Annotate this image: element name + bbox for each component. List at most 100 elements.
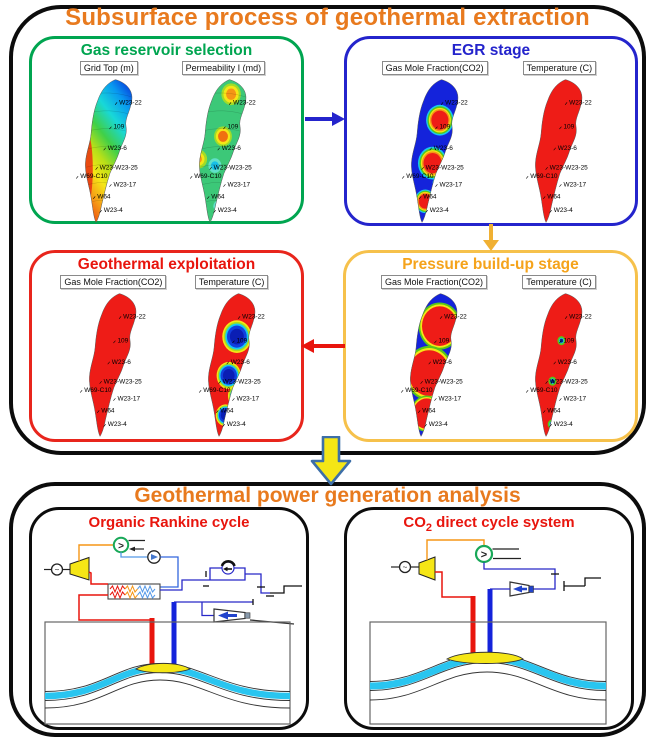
svg-text:W23-17: W23-17 <box>563 395 586 402</box>
svg-text:W23-22: W23-22 <box>123 313 146 320</box>
svg-text:W23-17: W23-17 <box>113 181 136 188</box>
heat-exchanger-icon <box>107 583 161 600</box>
reservoir-map: W23-22 109 W23-6 W23-W23-25 W69-C10 W23-17 W64… <box>72 292 154 438</box>
svg-text:W23-17: W23-17 <box>236 395 259 402</box>
svg-text:W23-W23-25: W23-W23-25 <box>214 164 253 171</box>
map-label: Grid Top (m) <box>79 61 138 75</box>
svg-text:W23-6: W23-6 <box>222 145 241 152</box>
svg-text:W23-22: W23-22 <box>569 99 592 106</box>
svg-text:W23-6: W23-6 <box>230 359 249 366</box>
svg-text:~: ~ <box>55 566 60 575</box>
panel-title: EGR stage <box>451 42 531 59</box>
map-co2-fraction: Gas Mole Fraction(CO2) W23-22 109 W23-6 W23… <box>380 275 488 438</box>
panel-egr-stage: EGR stage Gas Mole Fraction(CO2) W23-22 1… <box>344 36 638 226</box>
svg-text:W23-22: W23-22 <box>445 99 468 106</box>
svg-text:W23-W23-25: W23-W23-25 <box>222 378 261 385</box>
motor-valve-icon <box>203 560 236 587</box>
svg-text:W23-W23-25: W23-W23-25 <box>550 378 589 385</box>
expander-icon <box>213 608 295 625</box>
svg-text:W23-W23-25: W23-W23-25 <box>100 164 139 171</box>
hot-vapor-pipe <box>426 539 485 560</box>
svg-text:W23-6: W23-6 <box>108 145 127 152</box>
svg-text:W23-6: W23-6 <box>558 145 577 152</box>
svg-text:W23-4: W23-4 <box>226 421 245 428</box>
reservoir-map: W23-22 109 W23-6 W23-W23-25 W69-C10 W23-17 W64… <box>393 292 475 438</box>
panel-title: Pressure build-up stage <box>402 256 579 273</box>
svg-text:W23-17: W23-17 <box>438 395 461 402</box>
svg-text:W23-17: W23-17 <box>228 181 251 188</box>
panel-organic-rankine-cycle: Organic Rankine cycle ~ > <box>29 507 309 730</box>
svg-text:W69-C10: W69-C10 <box>406 173 434 180</box>
co2-cycle-diagram: ~ > <box>369 539 607 725</box>
svg-text:W23-6: W23-6 <box>558 359 577 366</box>
svg-text:W69-C10: W69-C10 <box>203 387 231 394</box>
orc-cycle-diagram: ~ > <box>44 536 302 725</box>
svg-text:W64: W64 <box>212 193 226 200</box>
panel-title: CO2 direct cycle system <box>403 514 575 534</box>
map-label: Gas Mole Fraction(CO2) <box>380 275 488 289</box>
panel-gas-reservoir-selection: Gas reservoir selection Grid Top (m) W23… <box>29 36 304 224</box>
svg-text:W23-4: W23-4 <box>429 421 448 428</box>
svg-text:109: 109 <box>439 124 450 131</box>
svg-text:109: 109 <box>563 338 574 345</box>
map-co2-fraction: Gas Mole Fraction(CO2) W23-22 109 W23-6 W23… <box>381 61 488 224</box>
reservoir-map: W23-22 109 W23-6 W23-W23-25 W69-C10 W23-17 W64… <box>191 292 273 438</box>
turbine-icon <box>69 556 90 581</box>
map-label: Temperature (C) <box>522 275 596 289</box>
map-label: Permeability I (md) <box>181 61 266 75</box>
arrow-left-icon <box>301 339 345 353</box>
gas-cap <box>445 651 524 664</box>
svg-text:W23-4: W23-4 <box>104 207 123 214</box>
condenser-icon: > <box>112 536 145 554</box>
gas-cap <box>135 662 191 674</box>
panel-pressure-buildup-stage: Pressure build-up stage Gas Mole Fractio… <box>343 250 638 442</box>
svg-text:W23-4: W23-4 <box>218 207 237 214</box>
svg-text:W23-22: W23-22 <box>119 99 142 106</box>
secondary-loop <box>160 567 270 617</box>
ground-cross-section <box>44 621 291 725</box>
svg-text:W23-22: W23-22 <box>569 313 592 320</box>
svg-text:W23-17: W23-17 <box>118 395 141 402</box>
svg-text:W23-4: W23-4 <box>429 207 448 214</box>
arrow-right-icon <box>305 112 345 126</box>
svg-text:>: > <box>118 541 124 552</box>
svg-text:W69-C10: W69-C10 <box>80 173 108 180</box>
reservoir-map: W23-22 109 W23-6 W23-W23-25 W69-C10 W23-17 W64… <box>394 78 476 224</box>
svg-text:W23-4: W23-4 <box>108 421 127 428</box>
map-label: Temperature (C) <box>522 61 597 75</box>
svg-text:W23-4: W23-4 <box>554 421 573 428</box>
svg-text:W23-22: W23-22 <box>242 313 265 320</box>
svg-text:~: ~ <box>403 563 408 572</box>
svg-text:W64: W64 <box>97 193 111 200</box>
cold-pipe <box>483 562 559 590</box>
svg-text:W64: W64 <box>422 407 436 414</box>
hot-vapor-pipe <box>78 544 114 561</box>
svg-text:109: 109 <box>236 338 247 345</box>
reservoir-map: W23-22 109 W23-6 W23-W23-25 W69-C10 W23-17 W64… <box>518 292 600 438</box>
valve-icon <box>252 585 302 605</box>
svg-text:W64: W64 <box>423 193 437 200</box>
reservoir-map: W23-22 109 W23-6 W23-W23-25 W69-C10 W23-17 W64… <box>68 78 150 224</box>
big-arrow-down-icon <box>310 436 352 486</box>
panel-title: Gas reservoir selection <box>80 42 253 59</box>
main-title: Subsurface process of geothermal extract… <box>65 4 590 31</box>
panel-co2-direct-cycle: CO2 direct cycle system ~ > <box>344 507 634 730</box>
map-temperature: Temperature (C) W23-22 109 W23-6 W23-W23-25… <box>191 275 273 438</box>
svg-text:W69-C10: W69-C10 <box>530 387 558 394</box>
svg-text:W64: W64 <box>220 407 234 414</box>
svg-text:W23-W23-25: W23-W23-25 <box>550 164 589 171</box>
svg-text:W23-W23-25: W23-W23-25 <box>425 164 464 171</box>
pump-icon <box>120 550 179 588</box>
svg-text:W23-22: W23-22 <box>234 99 257 106</box>
svg-text:W64: W64 <box>548 193 562 200</box>
svg-text:W23-6: W23-6 <box>112 359 131 366</box>
map-label: Gas Mole Fraction(CO2) <box>60 275 167 289</box>
svg-text:W69-C10: W69-C10 <box>195 173 223 180</box>
reservoir-map: W23-22 109 W23-6 W23-W23-25 W69-C10 W23-17 W64… <box>182 78 264 224</box>
svg-text:W23-17: W23-17 <box>439 181 462 188</box>
svg-text:W23-W23-25: W23-W23-25 <box>104 378 143 385</box>
svg-text:109: 109 <box>438 338 449 345</box>
map-label: Temperature (C) <box>194 275 269 289</box>
svg-text:W69-C10: W69-C10 <box>85 387 113 394</box>
